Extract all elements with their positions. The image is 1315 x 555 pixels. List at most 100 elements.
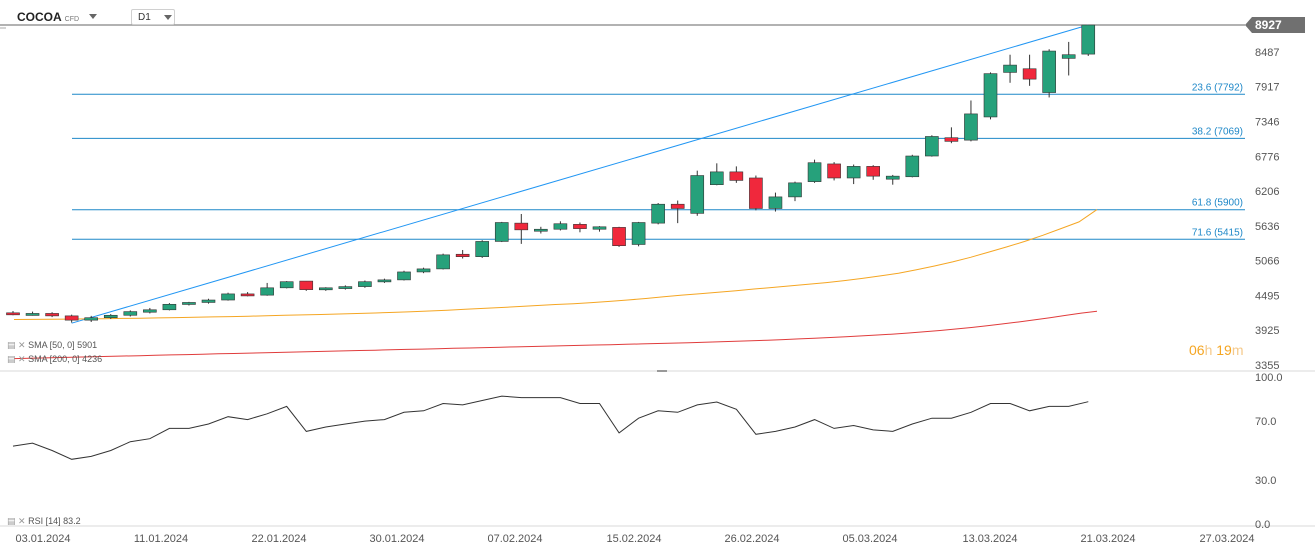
- last-price-tag: [1245, 17, 1305, 33]
- date-tick-label: 13.03.2024: [962, 533, 1017, 545]
- price-tick-label: 4495: [1255, 290, 1279, 302]
- pane-resize-handle: [657, 370, 667, 372]
- price-tick-label: 7917: [1255, 82, 1279, 94]
- bullish-candle: [397, 271, 411, 281]
- date-tick-label: 26.02.2024: [724, 533, 779, 545]
- bullish-candle: [279, 281, 294, 289]
- sma50-legend[interactable]: ▤ ✕ SMA [50, 0] 5901: [7, 340, 97, 351]
- sma200-label: SMA [200, 0] 4236: [28, 354, 103, 364]
- price-tick-label: 3355: [1255, 360, 1279, 372]
- bullish-candle: [592, 226, 607, 230]
- bearish-candle: [827, 163, 841, 179]
- price-tick-label: 6206: [1255, 186, 1279, 198]
- timeframe-dropdown-chevron-icon: [164, 15, 172, 20]
- bullish-candle: [651, 203, 665, 224]
- bullish-candle: [807, 162, 822, 182]
- candle-countdown: 06h 19m: [1189, 342, 1244, 358]
- sma200-legend[interactable]: ▤ ✕ SMA [200, 0] 4236: [7, 354, 102, 365]
- settings-icon[interactable]: ▤: [7, 354, 16, 364]
- rsi-tick-label: 100.0: [1255, 372, 1283, 384]
- date-tick-label: 07.02.2024: [487, 533, 542, 545]
- bullish-candle: [885, 175, 900, 180]
- bullish-candle: [201, 299, 216, 303]
- price-tick-label: 7346: [1255, 116, 1279, 128]
- bearish-candle: [1022, 68, 1037, 80]
- bearish-candle: [6, 312, 20, 316]
- countdown-h-unit: h: [1204, 342, 1213, 358]
- bullish-candle: [358, 281, 372, 287]
- bullish-candle: [103, 314, 118, 319]
- symbol-selector[interactable]: COCOA CFD: [17, 10, 79, 24]
- symbol-type-label: CFD: [64, 16, 80, 23]
- timeframe-selector[interactable]: D1: [131, 9, 175, 25]
- trendline: [71, 24, 1089, 324]
- last-price-label: 8927: [1255, 18, 1282, 32]
- bullish-candle: [25, 313, 40, 316]
- bullish-candle: [709, 171, 724, 185]
- bearish-candle: [240, 293, 255, 297]
- settings-icon[interactable]: ▤: [7, 340, 16, 350]
- symbol-label: COCOA: [17, 10, 62, 24]
- bearish-candle: [573, 224, 587, 229]
- bullish-candle: [788, 182, 802, 198]
- countdown-m-unit: m: [1231, 342, 1244, 358]
- date-tick-label: 15.02.2024: [606, 533, 661, 545]
- rsi-tick-label: 70.0: [1255, 416, 1276, 428]
- fib-level-label: 61.8 (5900): [1192, 198, 1243, 209]
- bullish-candle: [123, 311, 138, 316]
- bullish-candle: [182, 302, 196, 305]
- price-tick-label: 8487: [1255, 47, 1279, 59]
- bearish-candle: [670, 203, 685, 209]
- bullish-candle: [905, 155, 920, 178]
- bullish-candle: [983, 73, 998, 118]
- bearish-candle: [64, 315, 79, 321]
- bullish-candle: [964, 113, 978, 141]
- fib-level-label: 23.6 (7792): [1192, 82, 1243, 93]
- bullish-candle: [1061, 54, 1076, 59]
- bearish-candle: [612, 227, 626, 247]
- bearish-candle: [45, 313, 59, 317]
- timeframe-label: D1: [138, 12, 151, 23]
- bearish-candle: [455, 253, 470, 257]
- rsi-legend[interactable]: ▤ ✕ RSI [14] 83.2: [7, 516, 81, 527]
- settings-icon[interactable]: ▤: [7, 516, 16, 526]
- bullish-candle: [475, 241, 490, 257]
- bullish-candle: [260, 287, 274, 296]
- bearish-candle: [299, 280, 314, 290]
- bullish-candle: [84, 317, 98, 321]
- close-icon[interactable]: ✕: [18, 354, 26, 364]
- close-icon[interactable]: ✕: [18, 340, 26, 350]
- bullish-candle: [553, 223, 568, 230]
- rsi-tick-label: 0.0: [1255, 519, 1270, 531]
- countdown-hours: 06: [1189, 342, 1205, 358]
- bullish-candle: [143, 309, 157, 313]
- bearish-candle: [514, 222, 529, 231]
- bullish-candle: [534, 228, 548, 232]
- bullish-candle: [1081, 24, 1096, 55]
- date-tick-label: 05.03.2024: [842, 533, 897, 545]
- bearish-candle: [729, 171, 744, 181]
- date-tick-label: 03.01.2024: [15, 533, 70, 545]
- bullish-candle: [436, 254, 450, 270]
- symbol-dropdown-chevron-icon[interactable]: [89, 14, 97, 19]
- date-tick-label: 30.01.2024: [369, 533, 424, 545]
- fib-level-label: 71.6 (5415): [1192, 227, 1243, 238]
- price-tick-label: 3925: [1255, 325, 1279, 337]
- bullish-candle: [338, 286, 353, 289]
- bullish-candle: [1042, 50, 1056, 93]
- bullish-candle: [377, 279, 392, 283]
- bearish-candle: [749, 177, 763, 209]
- bearish-candle: [944, 137, 959, 142]
- bullish-candle: [162, 303, 177, 311]
- bullish-candle: [690, 175, 705, 214]
- fib-level-label: 38.2 (7069): [1192, 126, 1243, 137]
- countdown-minutes: 19: [1216, 342, 1232, 358]
- date-tick-label: 27.03.2024: [1199, 533, 1254, 545]
- price-tick-label: 5636: [1255, 221, 1279, 233]
- bullish-candle: [318, 287, 333, 291]
- close-icon[interactable]: ✕: [18, 516, 26, 526]
- price-tick-label: 6776: [1255, 151, 1279, 163]
- date-tick-label: 22.01.2024: [251, 533, 306, 545]
- bullish-candle: [416, 268, 431, 273]
